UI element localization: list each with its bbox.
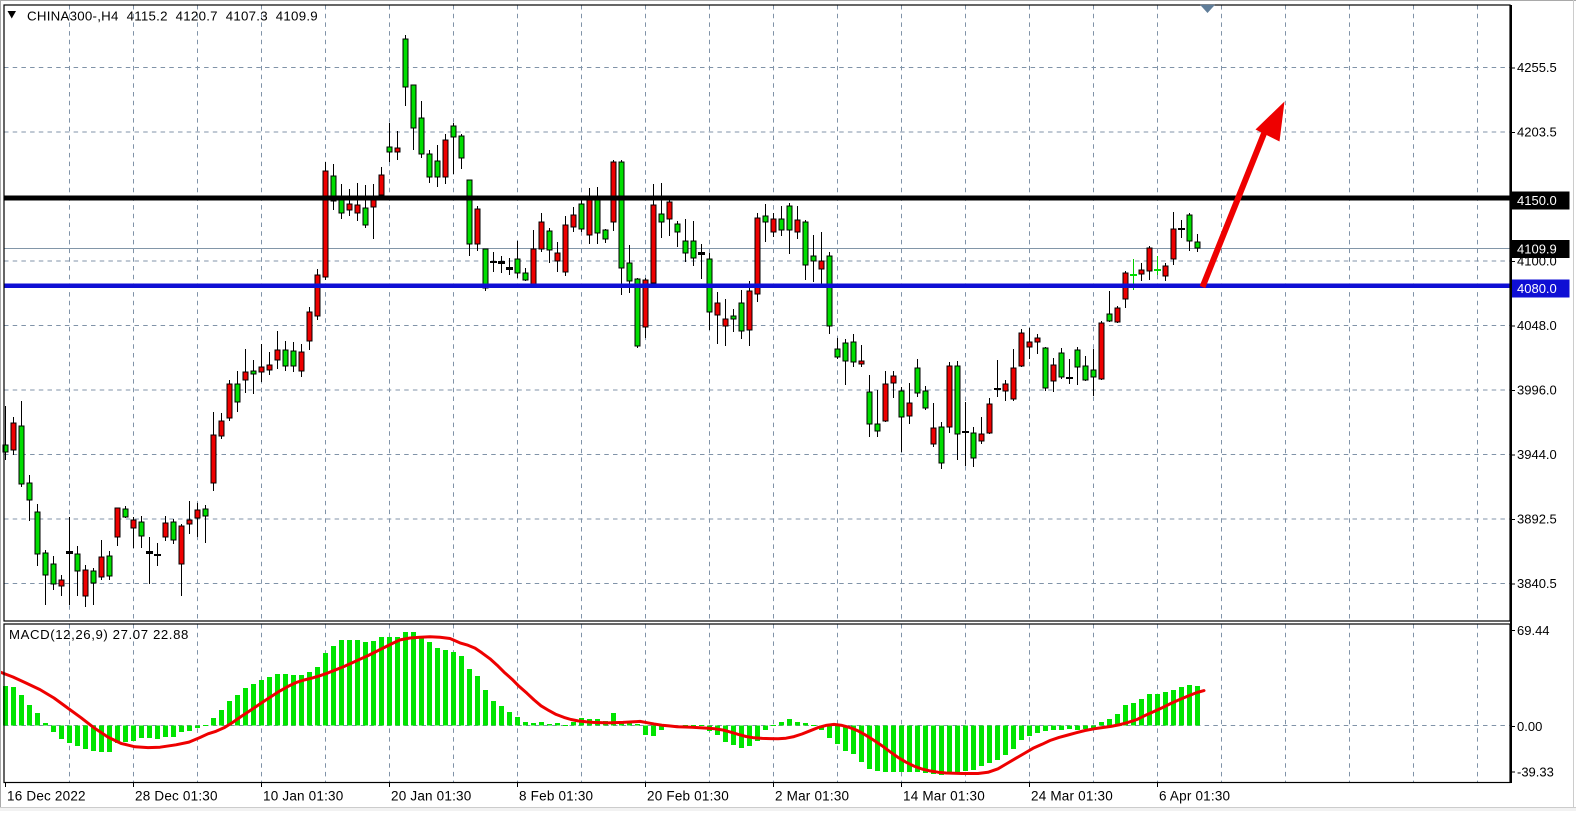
svg-text:20 Jan 01:30: 20 Jan 01:30 [391,789,471,804]
svg-text:3944.0: 3944.0 [1517,447,1557,462]
svg-text:14 Mar 01:30: 14 Mar 01:30 [903,789,985,804]
svg-text:2 Mar 01:30: 2 Mar 01:30 [775,789,849,804]
svg-text:3996.0: 3996.0 [1517,383,1557,398]
svg-text:MACD(12,26,9) 27.07 22.88: MACD(12,26,9) 27.07 22.88 [9,627,189,642]
svg-text:0.00: 0.00 [1517,719,1542,734]
svg-text:4080.0: 4080.0 [1517,281,1557,296]
svg-text:3892.5: 3892.5 [1517,512,1557,527]
svg-text:4255.5: 4255.5 [1517,60,1557,75]
svg-text:24 Mar 01:30: 24 Mar 01:30 [1031,789,1113,804]
svg-text:4048.0: 4048.0 [1517,318,1557,333]
svg-text:3840.5: 3840.5 [1517,576,1557,591]
svg-text:6 Apr 01:30: 6 Apr 01:30 [1159,789,1230,804]
svg-text:20 Feb 01:30: 20 Feb 01:30 [647,789,729,804]
svg-text:69.44: 69.44 [1517,623,1550,638]
svg-text:-39.33: -39.33 [1517,765,1554,780]
svg-text:16 Dec 2022: 16 Dec 2022 [7,789,86,804]
svg-text:28 Dec 01:30: 28 Dec 01:30 [135,789,218,804]
svg-text:10 Jan 01:30: 10 Jan 01:30 [263,789,343,804]
svg-text:CHINA300-,H4 4115.2 4120.7: CHINA300-,H4 4115.2 4120.7 4107.3 4109.9 [27,9,318,24]
svg-text:4203.5: 4203.5 [1517,125,1557,140]
svg-text:4109.9: 4109.9 [1517,242,1557,257]
svg-text:8 Feb 01:30: 8 Feb 01:30 [519,789,593,804]
svg-text:4150.0: 4150.0 [1517,193,1557,208]
